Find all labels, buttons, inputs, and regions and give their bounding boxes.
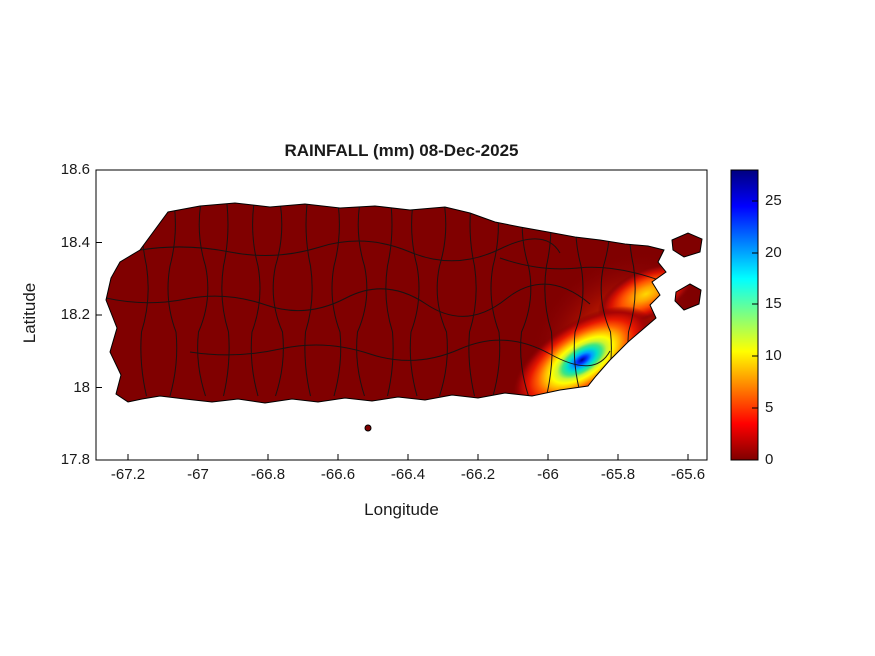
colorbar [730,169,759,461]
coastline [105,202,703,432]
x-tick-label: -66.2 [460,466,496,483]
x-axis-label: Longitude [364,500,439,519]
rainfall-field [106,203,702,431]
x-tick-label: -66.4 [390,466,426,483]
colorbar-tick-label: 25 [765,192,782,209]
x-tick-label: -65.6 [670,466,706,483]
main-island-outline [105,202,667,404]
y-tick-label: 17.8 [60,451,90,468]
y-tick-label: 18.2 [60,306,90,323]
colorbar-tick-label: 0 [765,451,774,468]
y-tick-label: 18.4 [60,233,90,251]
x-tick-label: -66 [537,466,559,483]
axis-ticks [96,169,689,461]
x-tick-label: -65.8 [600,466,636,483]
colorbar-ticks [752,200,758,461]
rainfall-hotspot [511,306,653,414]
figure-title: RAINFALL (mm) 08-Dec-2025 [284,141,519,160]
y-axis-label: Latitude [20,282,39,344]
x-tick-label: -67.2 [110,466,146,483]
x-tick-label: -67 [187,466,209,483]
y-tick-label: 18.6 [60,161,90,178]
colorbar-tick-label: 10 [765,347,782,364]
east-islet-outline [674,283,702,311]
south-cay [364,424,372,432]
northeast-islet-outline [671,232,703,258]
y-tick-label: 18 [73,378,90,396]
x-tick-label: -66.8 [250,466,286,483]
x-tick-label: -66.6 [320,466,356,483]
colorbar-tick-label: 20 [765,244,782,261]
colorbar-tick-label: 5 [765,399,774,416]
colorbar-tick-label: 15 [765,295,782,312]
